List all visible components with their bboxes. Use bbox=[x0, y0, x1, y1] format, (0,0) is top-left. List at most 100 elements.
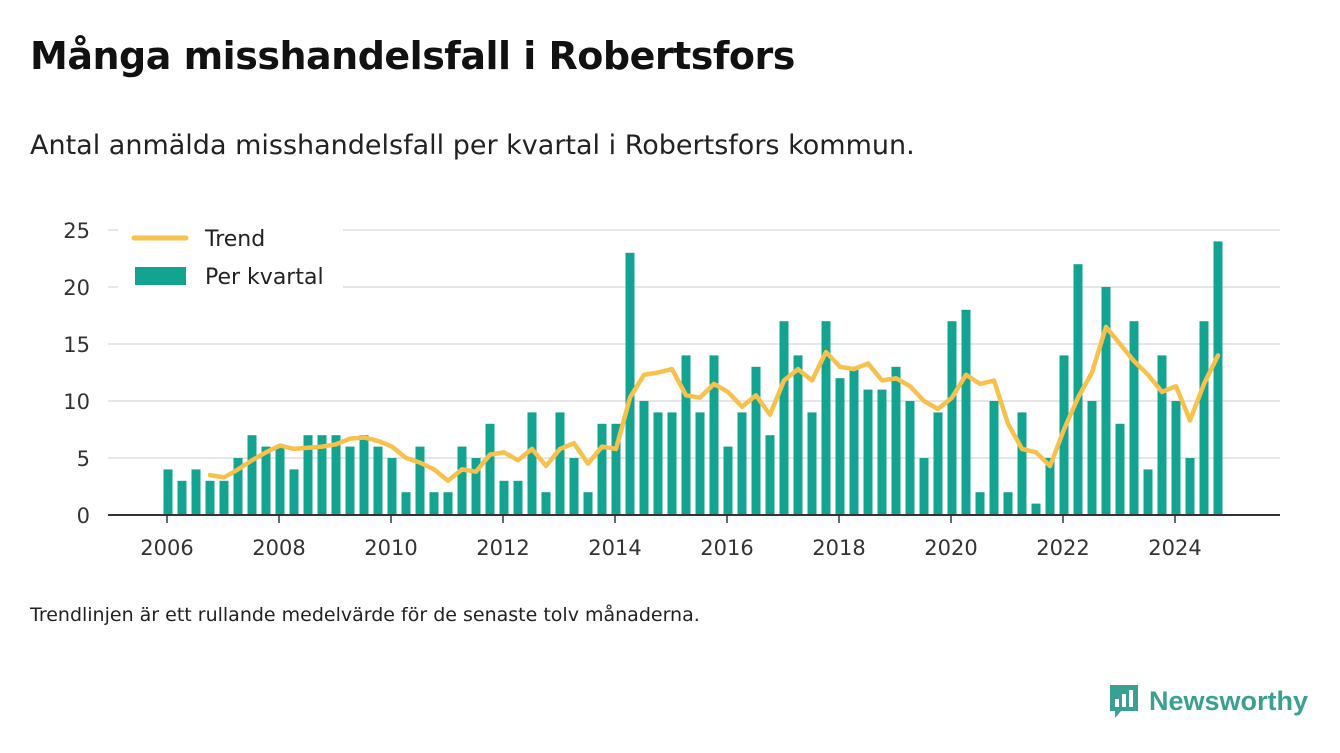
x-tick-label: 2018 bbox=[812, 536, 865, 560]
y-tick-label: 20 bbox=[63, 276, 90, 300]
bar bbox=[569, 458, 579, 515]
y-tick-label: 5 bbox=[77, 447, 90, 471]
bar bbox=[163, 469, 173, 515]
bar bbox=[947, 321, 957, 515]
bar bbox=[821, 321, 831, 515]
bar bbox=[667, 412, 677, 515]
trend-series bbox=[207, 324, 1221, 484]
bar bbox=[961, 309, 971, 515]
bar bbox=[303, 435, 313, 515]
bar bbox=[807, 412, 817, 515]
bar bbox=[1129, 321, 1139, 515]
bar bbox=[457, 446, 467, 515]
bar bbox=[975, 492, 985, 515]
bar bbox=[933, 412, 943, 515]
y-tick-label: 10 bbox=[63, 390, 90, 414]
bar bbox=[779, 321, 789, 515]
bar bbox=[1185, 458, 1195, 515]
bar bbox=[751, 366, 761, 515]
bar bbox=[415, 446, 425, 515]
bar bbox=[877, 389, 887, 515]
brand-logo: Newsworthy bbox=[1107, 682, 1308, 720]
bar bbox=[345, 446, 355, 515]
bar bbox=[177, 480, 187, 515]
y-tick-label: 15 bbox=[63, 333, 90, 357]
bar bbox=[1017, 412, 1027, 515]
brand-name: Newsworthy bbox=[1148, 685, 1308, 716]
bar bbox=[1199, 321, 1209, 515]
y-axis-ticks: 0 5 10 15 20 25 bbox=[63, 219, 90, 528]
bar bbox=[905, 401, 915, 515]
bar bbox=[513, 480, 523, 515]
bar bbox=[835, 378, 845, 515]
y-tick-label: 25 bbox=[63, 219, 90, 243]
bar bbox=[1171, 401, 1181, 515]
bar bbox=[443, 492, 453, 515]
bar bbox=[639, 401, 649, 515]
bar bbox=[849, 366, 859, 515]
legend-trend-label: Trend bbox=[204, 227, 265, 252]
bar bbox=[723, 446, 733, 515]
x-tick-label: 2016 bbox=[700, 536, 753, 560]
bar bbox=[863, 389, 873, 515]
legend: Trend Per kvartal bbox=[118, 222, 343, 294]
bar bbox=[555, 412, 565, 515]
bar bbox=[919, 458, 929, 515]
bar bbox=[317, 435, 327, 515]
bar bbox=[611, 423, 621, 515]
bar bbox=[499, 480, 509, 515]
bar-series bbox=[163, 241, 1223, 516]
bar bbox=[429, 492, 439, 515]
bar bbox=[191, 469, 201, 515]
bar bbox=[401, 492, 411, 515]
y-tick-label: 0 bbox=[77, 504, 90, 528]
bar bbox=[205, 480, 215, 515]
chart-subtitle: Antal anmälda misshandelsfall per kvarta… bbox=[30, 130, 915, 161]
x-tick-label: 2022 bbox=[1036, 536, 1089, 560]
bar bbox=[793, 355, 803, 515]
bar bbox=[1115, 423, 1125, 515]
bar bbox=[1003, 492, 1013, 515]
bar bbox=[583, 492, 593, 515]
bar bbox=[233, 458, 243, 515]
x-tick-label: 2020 bbox=[924, 536, 977, 560]
x-tick-label: 2006 bbox=[140, 536, 193, 560]
bar bbox=[261, 446, 271, 515]
bar bbox=[695, 412, 705, 515]
bar bbox=[1143, 469, 1153, 515]
bar bbox=[1031, 503, 1041, 515]
bar bbox=[1101, 287, 1111, 515]
bar bbox=[541, 492, 551, 515]
bar bbox=[527, 412, 537, 515]
bar bbox=[681, 355, 691, 515]
bar bbox=[1073, 264, 1083, 515]
footnote: Trendlinjen är ett rullande medelvärde f… bbox=[30, 604, 700, 626]
bar bbox=[471, 458, 481, 515]
bar bbox=[387, 458, 397, 515]
bar bbox=[1157, 355, 1167, 515]
legend-bar-label: Per kvartal bbox=[205, 265, 324, 290]
x-tick-label: 2024 bbox=[1148, 536, 1201, 560]
bar bbox=[891, 366, 901, 515]
bar bbox=[765, 435, 775, 515]
bar bbox=[737, 412, 747, 515]
x-axis-ticks: 2006 2008 2010 2012 2014 2016 2018 2020 2022 2024 bbox=[140, 515, 1202, 560]
bar bbox=[331, 435, 341, 515]
bar bbox=[219, 480, 229, 515]
x-tick-label: 2010 bbox=[364, 536, 417, 560]
trend-line bbox=[207, 324, 1221, 484]
x-tick-label: 2014 bbox=[588, 536, 641, 560]
bar bbox=[625, 252, 635, 516]
bar bbox=[597, 423, 607, 515]
bar bbox=[1045, 458, 1055, 515]
bar bbox=[1213, 241, 1223, 515]
bar bbox=[359, 435, 369, 515]
bar bbox=[989, 401, 999, 515]
bar bbox=[653, 412, 663, 515]
bar bbox=[373, 446, 383, 515]
bar bbox=[709, 355, 719, 515]
bar bbox=[275, 446, 285, 515]
x-tick-label: 2008 bbox=[252, 536, 305, 560]
bar bbox=[289, 469, 299, 515]
